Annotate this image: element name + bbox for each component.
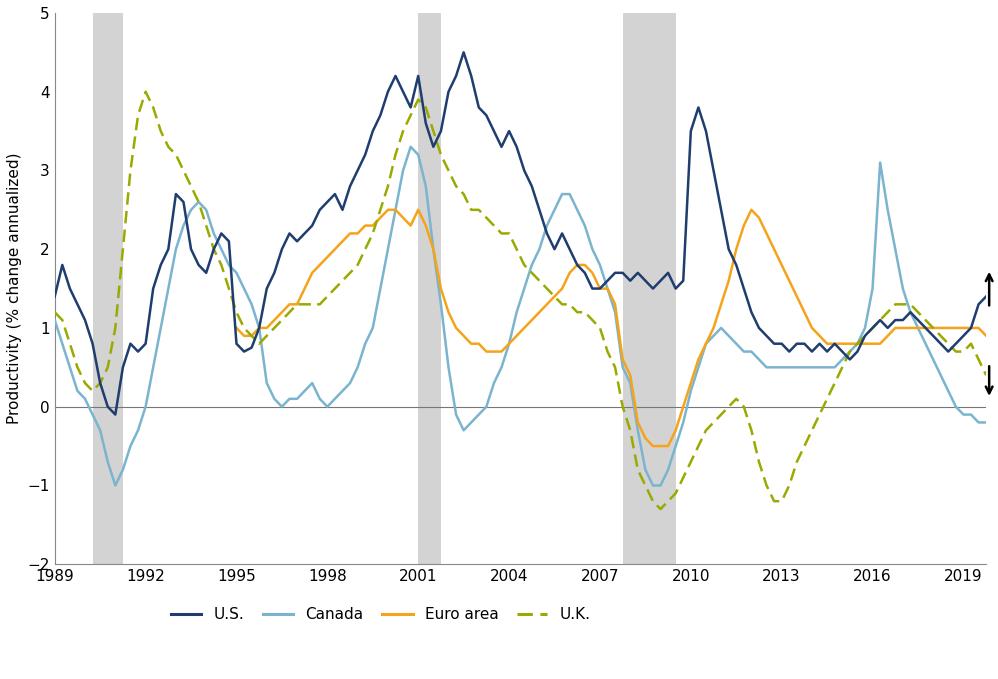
Canada — [231, 269, 243, 277]
U.K. — [110, 324, 122, 332]
U.S. — [602, 276, 614, 285]
U.S. — [231, 340, 243, 348]
Euro area — [647, 442, 659, 450]
U.S. — [56, 261, 68, 269]
Euro area — [231, 324, 243, 332]
U.K. — [140, 88, 152, 96]
U.K. — [56, 316, 68, 324]
Canada — [473, 411, 485, 419]
Canada — [329, 394, 341, 403]
Euro area — [980, 332, 992, 340]
Y-axis label: Productivity (% change annualized): Productivity (% change annualized) — [7, 153, 22, 424]
Euro area — [957, 324, 969, 332]
U.K. — [49, 308, 61, 316]
Canada — [404, 143, 416, 151]
Canada — [110, 481, 122, 490]
U.K. — [594, 324, 606, 332]
U.K. — [980, 371, 992, 380]
U.S. — [458, 48, 470, 56]
U.S. — [117, 363, 129, 371]
Line: U.S.: U.S. — [55, 52, 986, 415]
U.S. — [980, 293, 992, 301]
Euro area — [693, 355, 705, 363]
U.K. — [655, 505, 667, 513]
U.S. — [473, 103, 485, 111]
Line: Canada: Canada — [55, 147, 986, 485]
Legend: U.S., Canada, Euro area, U.K.: U.S., Canada, Euro area, U.K. — [165, 601, 597, 628]
Canada — [117, 466, 129, 474]
Line: U.K.: U.K. — [55, 92, 986, 509]
U.K. — [465, 206, 477, 214]
U.S. — [49, 293, 61, 301]
Bar — [93, 13, 123, 564]
Bar — [623, 13, 676, 564]
Bar — [418, 13, 441, 564]
U.K. — [329, 285, 341, 293]
Canada — [56, 340, 68, 348]
Canada — [602, 285, 614, 293]
Canada — [980, 418, 992, 426]
Euro area — [382, 206, 394, 214]
Euro area — [625, 371, 637, 380]
Euro area — [374, 214, 386, 222]
Euro area — [412, 206, 424, 214]
Euro area — [935, 324, 947, 332]
Canada — [49, 316, 61, 324]
U.S. — [110, 411, 122, 419]
U.K. — [231, 308, 243, 316]
Line: Euro area: Euro area — [237, 210, 986, 446]
U.S. — [329, 190, 341, 198]
